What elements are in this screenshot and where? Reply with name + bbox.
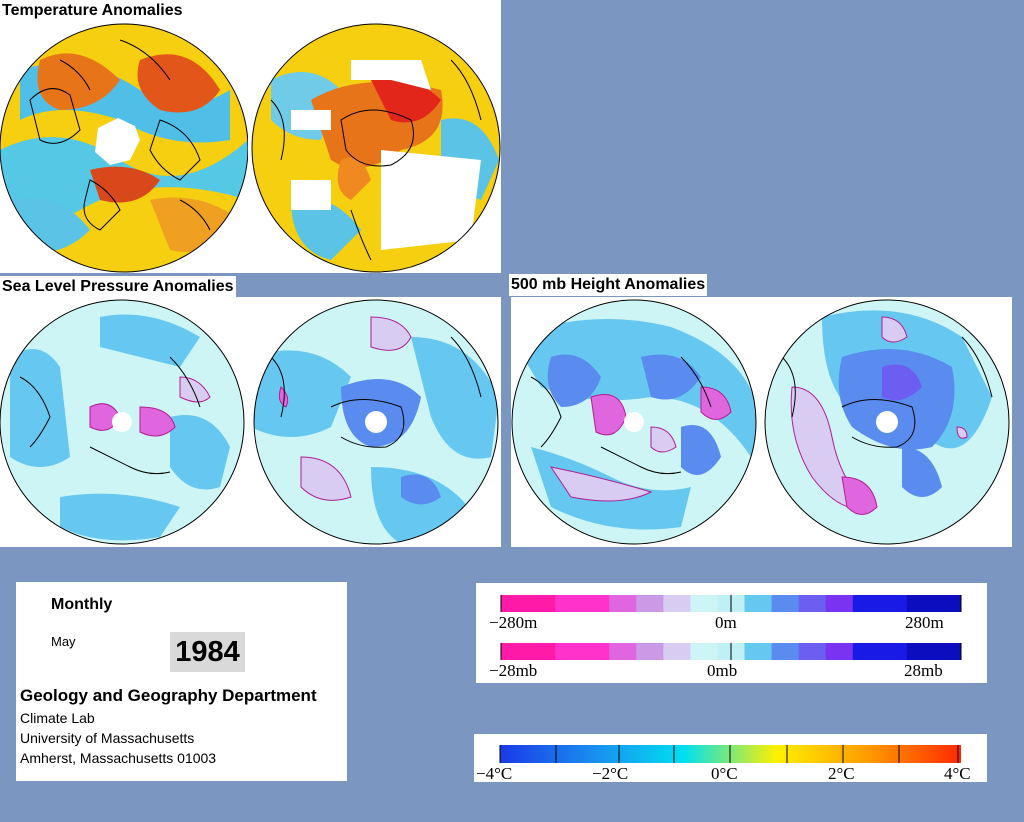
- temp-label-2: 0°C: [711, 764, 738, 782]
- pressure-legend-swatch: [582, 643, 610, 660]
- slp-map-southern-hemisphere: [253, 299, 499, 545]
- pressure-legend-swatch: [933, 643, 962, 660]
- height-legend-swatch: [636, 595, 664, 612]
- height500-title: 500 mb Height Anomalies: [509, 274, 708, 296]
- height-legend-swatch: [852, 595, 881, 612]
- address-label: Amherst, Massachusetts 01003: [20, 750, 217, 766]
- height-legend-swatch: [906, 595, 935, 612]
- pressure-legend-swatch: [501, 643, 529, 660]
- department-label: Geology and Geography Department: [20, 686, 317, 705]
- temp-label-3: 2°C: [828, 764, 855, 782]
- pressure-legend-swatch: [663, 643, 691, 660]
- info-box: Monthly May 1984 Geology and Geography D…: [16, 582, 347, 781]
- pressure-max-label: 28mb: [904, 661, 943, 680]
- slp-map-northern-hemisphere: [0, 299, 245, 545]
- height-legend-swatch: [744, 595, 773, 612]
- university-label: University of Massachusetts: [20, 730, 195, 746]
- pressure-legend-swatch: [771, 643, 800, 660]
- height-legend-swatch: [528, 595, 556, 612]
- pressure-legend-swatch: [744, 643, 773, 660]
- year-label: 1984: [170, 632, 245, 672]
- pressure-legend-swatch: [825, 643, 854, 660]
- temp-label-4: 4°C: [944, 764, 971, 782]
- lab-label: Climate Lab: [20, 710, 95, 726]
- slp-title: Sea Level Pressure Anomalies: [0, 276, 236, 298]
- height-legend-swatch: [825, 595, 854, 612]
- height-mid-label: 0m: [715, 613, 737, 632]
- pressure-legend-swatch: [906, 643, 935, 660]
- height-legend-swatch: [555, 595, 583, 612]
- height-legend-swatch: [582, 595, 610, 612]
- temp-label-0: −4°C: [476, 764, 512, 782]
- height-legend-swatch: [501, 595, 529, 612]
- pressure-legend-swatch: [636, 643, 664, 660]
- height500-map-southern-hemisphere: [764, 299, 1010, 545]
- height-legend-swatch: [609, 595, 637, 612]
- height-legend-swatch: [690, 595, 718, 612]
- pressure-min-label: −28mb: [489, 661, 537, 680]
- height-min-label: −280m: [489, 613, 537, 632]
- pressure-legend-swatch: [852, 643, 881, 660]
- pressure-legend-swatch: [609, 643, 637, 660]
- height-pressure-legend-svg: −280m 0m 280m −28mb 0mb 28mb: [489, 595, 962, 680]
- pressure-legend-swatch: [690, 643, 718, 660]
- height-legend-swatch: [933, 595, 962, 612]
- temperature-map-southern-hemisphere: [251, 23, 501, 273]
- pressure-legend-swatch: [555, 643, 583, 660]
- height-legend-swatch: [879, 595, 908, 612]
- temperature-ticks: [499, 745, 959, 763]
- temperature-legend: −4°C −2°C 0°C 2°C 4°C: [474, 734, 987, 782]
- pressure-legend-swatch: [879, 643, 908, 660]
- height-legend-swatch: [663, 595, 691, 612]
- month-label: May: [51, 634, 76, 649]
- period-label: Monthly: [51, 596, 113, 613]
- pressure-mid-label: 0mb: [707, 661, 737, 680]
- temperature-map-northern-hemisphere: [0, 23, 248, 273]
- height-legend-swatch: [771, 595, 800, 612]
- pressure-legend-swatch: [528, 643, 556, 660]
- height-legend-swatch: [798, 595, 827, 612]
- height-max-label: 280m: [905, 613, 944, 632]
- height-colorbar: [500, 595, 962, 612]
- height500-map-northern-hemisphere: [511, 299, 757, 545]
- pressure-legend-swatch: [798, 643, 827, 660]
- pressure-colorbar: [500, 643, 962, 660]
- temperature-legend-svg: −4°C −2°C 0°C 2°C 4°C: [476, 745, 971, 782]
- temp-label-1: −2°C: [592, 764, 628, 782]
- height-pressure-legend: −280m 0m 280m −28mb 0mb 28mb: [476, 583, 987, 683]
- temperature-title: Temperature Anomalies: [0, 0, 185, 22]
